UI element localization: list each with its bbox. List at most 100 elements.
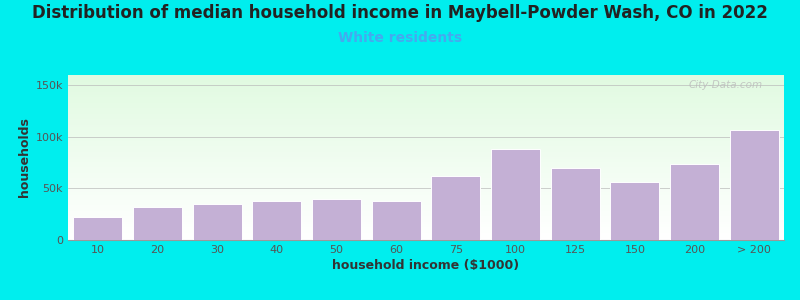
Bar <box>68 215 784 216</box>
Bar <box>68 110 784 111</box>
Bar <box>68 78 784 79</box>
Bar <box>68 225 784 226</box>
Bar <box>68 190 784 191</box>
Bar <box>68 77 784 78</box>
Bar <box>68 216 784 217</box>
Bar <box>68 228 784 229</box>
Bar <box>68 222 784 223</box>
Bar <box>68 176 784 177</box>
Bar <box>68 154 784 155</box>
Bar <box>68 100 784 101</box>
Bar <box>68 182 784 183</box>
Bar <box>68 125 784 126</box>
Bar <box>68 210 784 211</box>
Bar <box>68 226 784 227</box>
Bar <box>68 189 784 190</box>
Bar <box>68 239 784 240</box>
Bar <box>68 118 784 119</box>
Bar <box>68 86 784 87</box>
Bar <box>68 224 784 225</box>
Bar <box>68 180 784 181</box>
Bar <box>68 107 784 108</box>
Bar <box>68 145 784 146</box>
Bar <box>68 112 784 113</box>
Bar <box>68 172 784 173</box>
Bar <box>68 124 784 125</box>
Bar <box>68 197 784 198</box>
Bar <box>68 147 784 148</box>
Bar <box>68 98 784 99</box>
Bar <box>68 167 784 168</box>
Bar <box>68 199 784 200</box>
Bar <box>68 76 784 77</box>
Bar <box>68 103 784 104</box>
Bar <box>68 141 784 142</box>
Bar <box>68 188 784 189</box>
Bar <box>68 105 784 106</box>
Bar <box>68 223 784 224</box>
Bar <box>68 229 784 230</box>
Bar <box>491 149 540 240</box>
Bar <box>68 198 784 199</box>
Bar <box>68 155 784 156</box>
Bar <box>610 182 659 240</box>
Bar <box>68 227 784 228</box>
Text: Distribution of median household income in Maybell-Powder Wash, CO in 2022: Distribution of median household income … <box>32 4 768 22</box>
Bar <box>68 159 784 160</box>
Bar <box>68 213 784 214</box>
Bar <box>68 82 784 83</box>
Bar <box>68 108 784 109</box>
Bar <box>68 93 784 94</box>
Bar <box>68 237 784 238</box>
Bar <box>68 236 784 237</box>
Bar <box>68 100 784 101</box>
Bar <box>68 157 784 158</box>
Bar <box>68 91 784 92</box>
Bar <box>68 153 784 154</box>
Bar <box>68 209 784 210</box>
Bar <box>68 88 784 89</box>
Bar <box>550 168 600 240</box>
Bar <box>68 174 784 175</box>
Bar <box>68 148 784 149</box>
Bar <box>68 233 784 234</box>
Bar <box>68 81 784 82</box>
Bar <box>68 117 784 118</box>
Bar <box>68 161 784 162</box>
Bar <box>68 203 784 204</box>
Bar <box>68 168 784 169</box>
Bar <box>68 139 784 140</box>
Bar <box>68 138 784 139</box>
Bar <box>431 176 480 240</box>
Bar <box>68 195 784 196</box>
Bar <box>68 211 784 212</box>
X-axis label: household income ($1000): household income ($1000) <box>333 259 519 272</box>
Bar <box>68 152 784 153</box>
Bar <box>68 234 784 235</box>
Bar <box>68 162 784 163</box>
Bar <box>68 179 784 180</box>
Bar <box>68 90 784 91</box>
Bar <box>68 151 784 152</box>
Bar <box>68 97 784 98</box>
Bar <box>68 134 784 135</box>
Bar <box>68 137 784 138</box>
Bar <box>68 146 784 147</box>
Bar <box>68 238 784 239</box>
Bar <box>68 95 784 96</box>
Bar <box>68 84 784 85</box>
Bar <box>68 160 784 161</box>
Bar <box>68 116 784 117</box>
Bar <box>68 133 784 134</box>
Bar <box>68 202 784 203</box>
Bar <box>68 99 784 100</box>
Bar <box>68 221 784 222</box>
Bar <box>68 79 784 80</box>
Bar <box>68 192 784 193</box>
Bar <box>68 196 784 197</box>
Bar <box>68 212 784 213</box>
Bar <box>68 106 784 107</box>
Bar <box>68 184 784 185</box>
Bar <box>68 144 784 145</box>
Bar <box>68 217 784 218</box>
